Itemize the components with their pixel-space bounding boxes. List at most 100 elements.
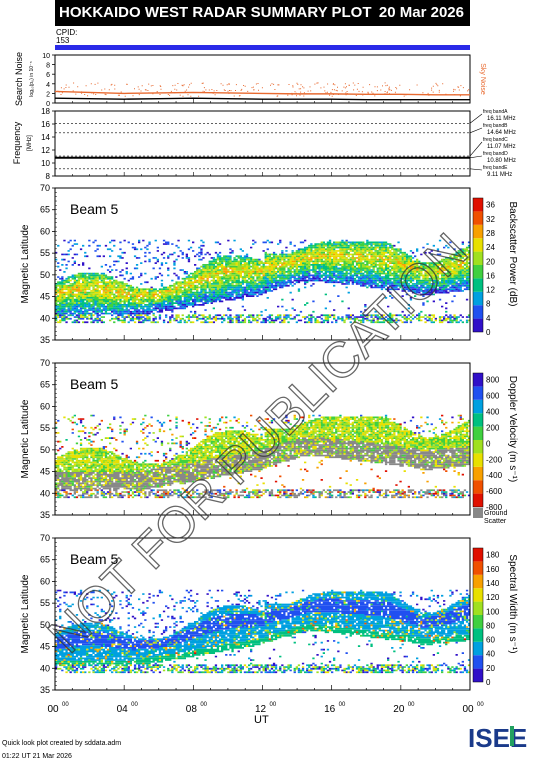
colorbar-swatch: [473, 588, 483, 602]
colorbar-tick-label: 800: [486, 376, 500, 385]
frequency-ylabel: Frequency: [12, 121, 22, 164]
colorbar-tick-label: 24: [486, 243, 495, 252]
frequency-band-connector: [469, 168, 483, 171]
colorbar-label: Backscatter Power (dB): [507, 201, 518, 306]
heatmap-cells: [57, 591, 471, 674]
colorbar-swatch: [473, 386, 483, 400]
colorbar-swatch: [473, 291, 483, 306]
colorbar-tick-label: -800: [486, 503, 503, 512]
heatmap-panel-width: 35 40 45 50 55 60 65 70 Magnetic Latitude Beam 5 0…: [20, 533, 518, 695]
colorbar-tick-label: 120: [486, 593, 500, 602]
frequency-ytick-label: 12: [41, 146, 50, 155]
colorbar-tick-label: 140: [486, 579, 500, 588]
footer-credit: Quick look plot created by sddata.adm: [2, 740, 122, 747]
colorbar-swatch: [473, 305, 483, 319]
colorbar-swatch: [473, 318, 483, 332]
colorbar-swatch: [473, 373, 483, 387]
heatmap-ytick-label: 50: [40, 270, 50, 280]
heatmap-ytick-label: 70: [40, 533, 50, 543]
heatmap-ytick-label: 40: [40, 663, 50, 673]
x-tick-label: 12: [255, 704, 267, 715]
cpid-label-text: CPID:: [56, 28, 78, 37]
frequency-band-connector: [469, 113, 483, 124]
colorbar-tick-label: 12: [486, 286, 495, 295]
frequency-band-label: freq bandD: [483, 151, 508, 157]
colorbar-tick-label: 20: [486, 257, 495, 266]
colorbar-swatch: [473, 238, 483, 252]
colorbar-tick-label: 80: [486, 621, 495, 630]
colorbar-swatch: [473, 278, 483, 292]
heatmap-ytick-label: 70: [40, 183, 50, 193]
colorbar-tick-label: 36: [486, 201, 495, 210]
heatmap-ytick-label: 60: [40, 401, 50, 411]
heatmap-ytick-label: 40: [40, 313, 50, 323]
search-noise-ytick-label: 8: [46, 63, 50, 70]
colorbar-frame: [472, 547, 484, 683]
colorbar-tick-label: 4: [486, 314, 491, 323]
colorbar-swatch: [473, 211, 483, 225]
heatmap-beam-label: Beam 5: [70, 201, 118, 217]
search-noise-frame: [54, 54, 471, 104]
heatmap-cells: [55, 241, 471, 324]
colorbar-swatch: [473, 641, 483, 656]
heatmap-cells: [57, 239, 471, 324]
sky-noise-legend: Sky Noise: [479, 63, 486, 95]
frequency-band-label: freq bandA: [483, 109, 508, 115]
x-tick-label: 00: [47, 704, 59, 715]
plot-title: HOKKAIDO WEST RADAR SUMMARY PLOT: [59, 4, 372, 21]
colorbar-swatch: [473, 426, 483, 440]
colorbar-tick-label: 600: [486, 392, 500, 401]
x-tick-sup: 00: [200, 702, 207, 708]
x-tick-sup: 00: [339, 702, 346, 708]
search-noise-ytick-label: 0: [46, 101, 50, 108]
frequency-band-value: 11.07 MHz: [487, 144, 516, 150]
frequency-ytick-label: 10: [41, 159, 50, 168]
frequency-ytick-label: 18: [41, 107, 50, 116]
colorbar-tick-label: 28: [486, 229, 495, 238]
cpid-bar: [55, 45, 470, 50]
colorbar-tick-label: 0: [486, 439, 491, 448]
heatmap-cells: [55, 596, 462, 674]
colorbar-swatch: [473, 413, 483, 427]
heatmap-beam-label: Beam 5: [70, 376, 118, 392]
colorbar-tick-label: -200: [486, 455, 503, 464]
colorbar-swatch: [473, 548, 483, 562]
frequency-ytick-label: 8: [46, 172, 51, 181]
heatmap-ylabel: Magnetic Latitude: [20, 399, 31, 478]
colorbar-label: Spectral Width (m s⁻¹): [507, 554, 518, 653]
search-noise-panel: 0 2 4 6 8 10 Search Noise log₁₀(p₀) in 10⁻⁵ S…: [14, 52, 486, 108]
colorbar-swatch: [473, 628, 483, 642]
search-noise-ytick-label: 6: [46, 72, 50, 79]
x-tick-label: 04: [117, 704, 129, 715]
colorbar-tick-label: -600: [486, 487, 503, 496]
search-noise-ticks: 0 2 4 6 8 10: [42, 53, 55, 108]
frequency-frame: [54, 110, 471, 177]
heatmap-cells: [57, 246, 471, 324]
frequency-ylabel-sub: [MHz]: [27, 135, 33, 151]
colorbar-tick-label: -400: [486, 471, 503, 480]
x-tick-sup: 00: [408, 702, 415, 708]
colorbar-tick-label: 0: [486, 328, 491, 337]
isee-logo-text: ISEE: [468, 723, 527, 752]
heatmap-ytick-label: 55: [40, 423, 50, 433]
x-tick-label: 20: [393, 704, 405, 715]
colorbar-tick-label: 32: [486, 215, 495, 224]
colorbar-tick-label: 8: [486, 300, 491, 309]
heatmap-ytick-label: 70: [40, 358, 50, 368]
colorbar-frame: [472, 372, 484, 508]
heatmap-cells: [55, 589, 471, 674]
colorbar-tick-label: 100: [486, 607, 500, 616]
colorbar-tick-label: 0: [486, 678, 491, 687]
heatmap-cells: [55, 589, 471, 674]
colorbar-swatch: [473, 198, 483, 212]
heatmap-ytick-label: 50: [40, 445, 50, 455]
colorbar-label: Doppler Velocity (m s⁻¹): [507, 376, 518, 482]
cpid-label: CPID: 153: [56, 29, 77, 45]
heatmap-ytick-label: 50: [40, 620, 50, 630]
frequency-band-value: 14.64 MHz: [487, 130, 516, 136]
frequency-band-value: 9.11 MHz: [487, 172, 512, 178]
colorbar-swatch: [473, 265, 483, 279]
ground-scatter-label: Ground: [484, 510, 507, 517]
